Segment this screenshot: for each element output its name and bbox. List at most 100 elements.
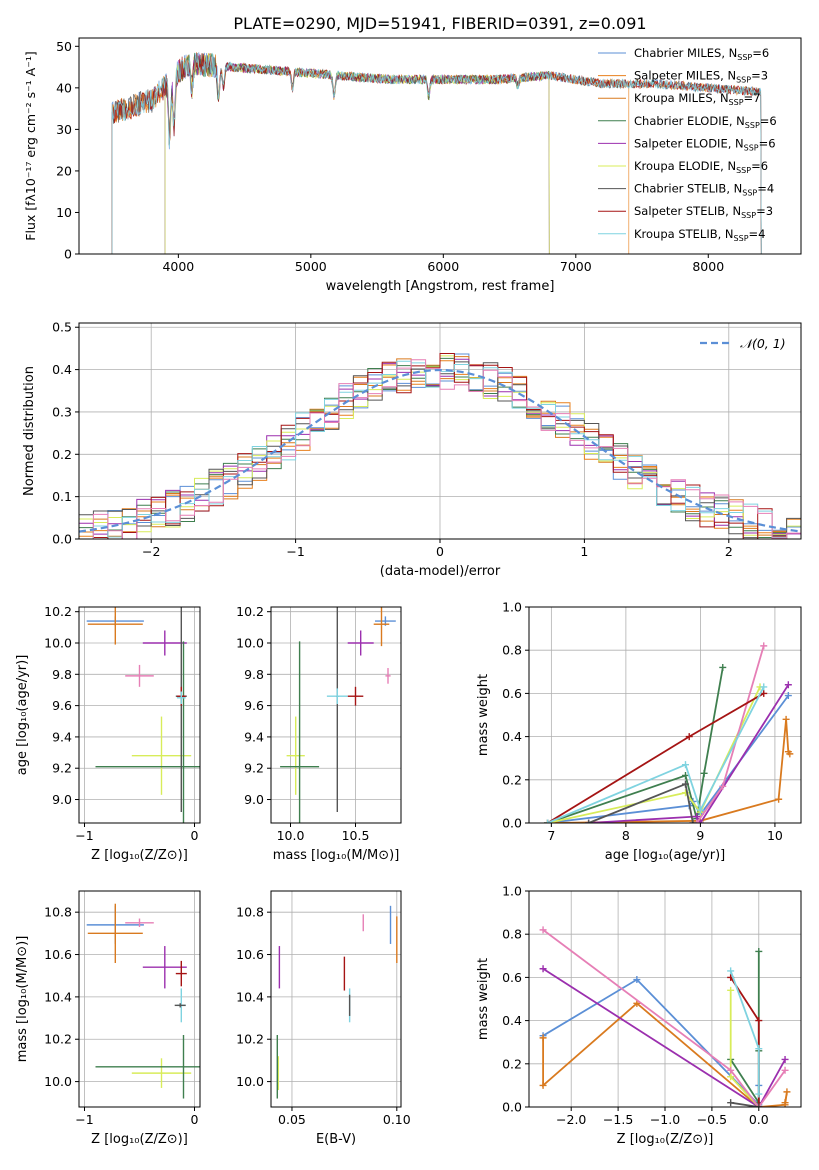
x-tick-label: −1.5 xyxy=(603,1112,633,1127)
series-point xyxy=(775,795,783,803)
legend-label: Chabrier ELODIE, NSSP=6 xyxy=(634,114,777,130)
x-tick-label: 1 xyxy=(580,544,588,559)
series-point xyxy=(727,1099,735,1107)
series-point xyxy=(727,986,735,994)
x-axis-label: age [log₁₀(age/yr)] xyxy=(605,848,726,863)
mass-weight-vs-age-grid xyxy=(529,606,801,824)
legend-label: Chabrier MILES, NSSP=6 xyxy=(634,46,769,62)
y-tick-label: 50 xyxy=(56,39,72,54)
y-tick-label: 30 xyxy=(56,122,72,137)
errorbar-kroupa-miles xyxy=(373,607,390,647)
y-tick-label: 9.0 xyxy=(52,792,72,807)
errorbar-salpeter-elodie xyxy=(142,946,187,989)
y-tick-label: 10.2 xyxy=(44,1032,72,1047)
y-tick-label: 1.0 xyxy=(502,884,522,899)
series-point xyxy=(539,1034,547,1042)
y-axis-label: mass [log₁₀(M/M⊙)] xyxy=(15,936,30,1063)
x-tick-label: 5000 xyxy=(295,259,327,274)
y-tick-label: 0.2 xyxy=(502,772,522,787)
series-point xyxy=(539,926,547,934)
series-point xyxy=(781,1055,789,1063)
y-tick-label: 0.6 xyxy=(502,686,522,701)
y-tick-label: 9.2 xyxy=(244,761,264,776)
y-tick-label: 9.6 xyxy=(52,698,72,713)
x-tick-label: 7 xyxy=(547,828,555,843)
x-tick-label: −0.5 xyxy=(697,1112,727,1127)
x-tick-label: 10 xyxy=(767,828,783,843)
series-salpeter-stelib xyxy=(544,689,768,823)
y-tick-label: 9.0 xyxy=(244,792,264,807)
x-axis-label: mass [log₁₀(M/M⊙)] xyxy=(273,848,400,863)
series-point xyxy=(689,819,697,823)
errorbar-salpeter-stelib xyxy=(347,686,364,706)
spectrum-frame xyxy=(78,37,802,255)
series-point xyxy=(681,761,689,769)
mass-weight-vs-age-axes: 7 8 9 10 0.0 0.2 0.4 0.6 0.8 1.0 age [log₁₀(age/yr… xyxy=(476,600,802,863)
y-tick-label: 20 xyxy=(56,163,72,178)
x-axis-label: E(B-V) xyxy=(316,1132,356,1147)
series-point xyxy=(782,715,790,723)
x-axis-label: Z [log₁₀(Z/Z⊙)] xyxy=(91,848,188,863)
series-kroupa-miles xyxy=(539,999,791,1107)
mass-vs-EBV-axes: 0.05 0.10 10.0 10.2 10.4 10.6 10.8 E(B-V) xyxy=(236,890,411,1147)
y-axis-label: mass weight xyxy=(476,958,491,1040)
legend-label: Chabrier STELIB, NSSP=4 xyxy=(634,182,774,198)
y-tick-label: 10.8 xyxy=(44,905,72,920)
x-tick-label: 0 xyxy=(191,828,199,843)
legend-label: 𝒩(0, 1) xyxy=(740,336,786,351)
series-point xyxy=(781,1099,789,1107)
series-chabrier-elodie xyxy=(727,947,763,1107)
series-kroupa-stelib xyxy=(544,683,768,823)
y-tick-label: 10.0 xyxy=(236,1074,264,1089)
errorbar-salpeter-elodie xyxy=(142,630,187,656)
series-point xyxy=(696,819,704,823)
residuals-axes: −2 −1 0 1 2 0.0 0.1 0.2 0.3 0.4 0.5 (data-model)/er… xyxy=(22,320,802,579)
series-point xyxy=(727,1066,735,1074)
mass-vs-EBV-grid xyxy=(271,891,401,1107)
series-point xyxy=(760,683,768,691)
x-tick-label: 2 xyxy=(725,544,733,559)
errorbar-kroupa-elodie xyxy=(131,1058,192,1088)
legend-label: Kroupa ELODIE, NSSP=6 xyxy=(634,159,768,175)
series-point xyxy=(786,750,794,758)
y-tick-label: 0.8 xyxy=(502,927,522,942)
x-tick-label: −1 xyxy=(75,828,93,843)
series-kroupa-stelib xyxy=(727,967,763,1098)
x-axis-label: Z [log₁₀(Z/Z⊙)] xyxy=(617,1132,714,1147)
series-pink xyxy=(693,642,768,823)
series-point xyxy=(719,782,727,790)
series-point xyxy=(755,1017,763,1025)
y-tick-label: 9.2 xyxy=(52,761,72,776)
series-salpeter-elodie xyxy=(539,965,789,1107)
x-tick-label: 8000 xyxy=(692,259,724,274)
y-axis-label: Flux [fλ10⁻¹⁷ erg cm⁻² s⁻¹ A⁻¹] xyxy=(23,51,38,240)
x-tick-label: 9 xyxy=(696,828,704,843)
series-point xyxy=(585,819,593,823)
series-point xyxy=(544,819,552,823)
errorbar-kroupa-elodie xyxy=(131,716,192,795)
y-tick-label: 10.0 xyxy=(44,636,72,651)
x-tick-label: 0.10 xyxy=(383,1112,411,1127)
y-tick-label: 40 xyxy=(56,80,72,95)
age-vs-Z-axes: −1 0 9.0 9.2 9.4 9.6 9.8 10.0 10.2 Z [log₁₀(Z/Z⊙)… xyxy=(15,604,201,863)
residuals-plot-area xyxy=(79,353,801,539)
y-tick-label: 9.6 xyxy=(244,698,264,713)
y-tick-label: 10.8 xyxy=(236,905,264,920)
errorbar-salpeter-elodie xyxy=(347,630,374,656)
series-point xyxy=(681,771,689,779)
series-point xyxy=(755,1103,763,1107)
y-tick-label: 0.6 xyxy=(502,970,522,985)
legend-label: Salpeter ELODIE, NSSP=6 xyxy=(634,136,776,152)
series-line xyxy=(547,686,761,823)
histogram-step-salpeter-stelib xyxy=(79,353,801,539)
panels-group: 4000 5000 6000 7000 800001020304050wavelengt… xyxy=(15,37,802,1147)
y-tick-label: 0.0 xyxy=(502,1100,522,1115)
mass-weight-vs-age-plot-area xyxy=(544,642,794,823)
errorbar-kroupa-elodie xyxy=(286,716,305,795)
x-tick-label: 0 xyxy=(436,544,444,559)
errorbar-salpeter-stelib xyxy=(175,960,187,987)
y-tick-label: 10.4 xyxy=(44,989,72,1004)
series-point xyxy=(693,819,701,823)
age-vs-mass-grid xyxy=(271,607,401,823)
